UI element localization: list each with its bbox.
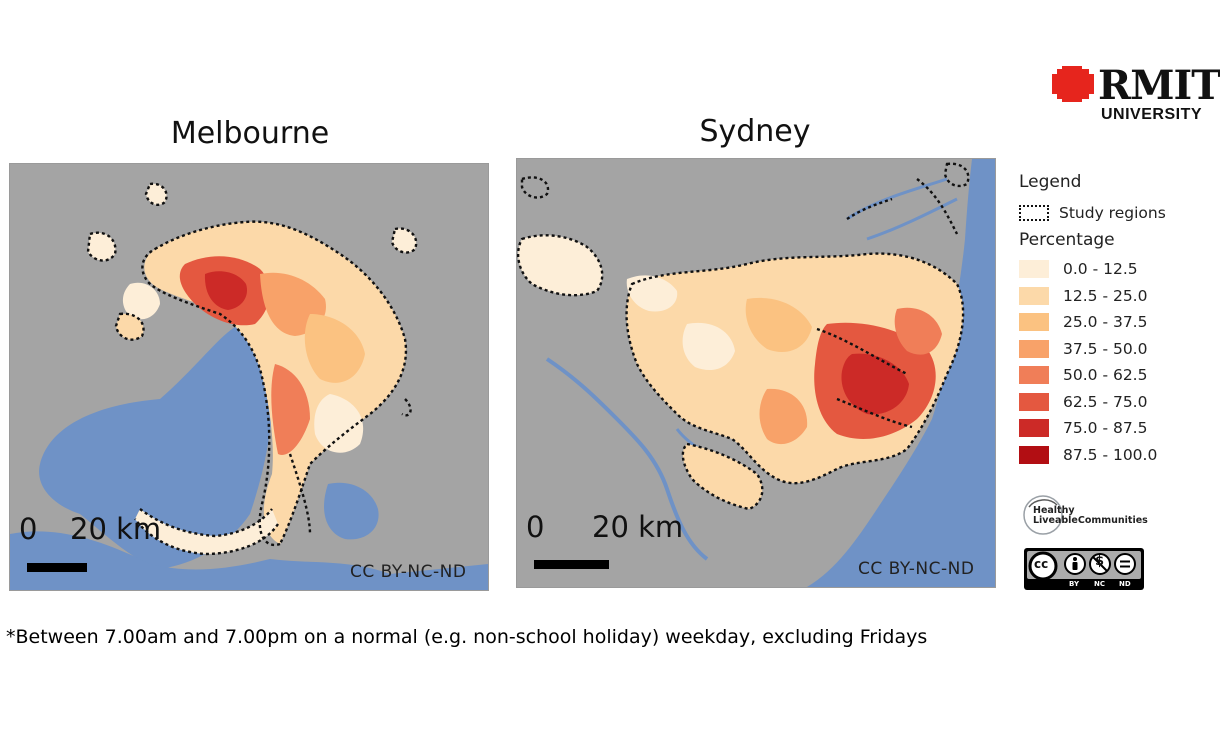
by-label: BY — [1069, 580, 1080, 588]
nd-label: ND — [1119, 580, 1131, 588]
rmit-logo: RMIT UNIVERSITY — [1052, 64, 1220, 124]
melbourne-attribution: CC BY-NC-ND — [350, 562, 467, 582]
hlc-line2: LiveableCommunities — [1033, 514, 1148, 526]
legend-class-label: 62.5 - 75.0 — [1063, 392, 1148, 411]
sydney-scale-bar — [534, 560, 609, 569]
hlc-text: Healthy LiveableCommunities — [1033, 506, 1148, 526]
legend-class-label: 12.5 - 25.0 — [1063, 286, 1148, 305]
melbourne-scale-zero: 0 — [19, 512, 38, 546]
legend-class-row: 37.5 - 50.0 — [1019, 336, 1214, 363]
legend-class-swatch — [1019, 392, 1049, 411]
percentage-title: Percentage — [1019, 230, 1115, 250]
sydney-scale-zero: 0 — [526, 510, 545, 544]
by-person-icon — [1064, 553, 1086, 575]
legend-class-swatch — [1019, 419, 1049, 438]
hlc-ring-icon — [1023, 495, 1063, 535]
hlc-logo: Healthy LiveableCommunities — [1021, 493, 1151, 537]
legend-class-label: 50.0 - 62.5 — [1063, 366, 1148, 385]
sydney-map-canvas — [517, 159, 995, 587]
legend-class-row: 75.0 - 87.5 — [1019, 415, 1214, 442]
legend-class-swatch — [1019, 445, 1049, 464]
legend-class-row: 12.5 - 25.0 — [1019, 283, 1214, 310]
legend-class-row: 62.5 - 75.0 — [1019, 389, 1214, 416]
legend-class-row: 87.5 - 100.0 — [1019, 442, 1214, 469]
legend-classes: 0.0 - 12.5 12.5 - 25.0 25.0 - 37.5 37.5 - 5… — [1019, 256, 1214, 468]
legend-study-regions: Study regions — [1019, 204, 1214, 222]
cc-icon-label: cc — [1034, 557, 1049, 571]
nc-label: NC — [1094, 580, 1105, 588]
legend-class-swatch — [1019, 313, 1049, 332]
nc-dollar-glyph: $ — [1095, 554, 1105, 569]
legend-class-swatch — [1019, 339, 1049, 358]
rmit-logo-subtitle: UNIVERSITY — [1101, 106, 1203, 123]
footnote: *Between 7.00am and 7.00pm on a normal (… — [6, 626, 928, 648]
sydney-title: Sydney — [699, 114, 811, 149]
legend-class-row: 50.0 - 62.5 — [1019, 362, 1214, 389]
sydney-map — [516, 158, 996, 588]
melbourne-map — [9, 163, 489, 591]
rmit-pixel-icon — [1052, 66, 1094, 102]
melbourne-scale-distance: 20 km — [70, 512, 162, 546]
melbourne-scale-bar — [27, 563, 87, 572]
rmit-logo-word: RMIT — [1098, 62, 1220, 109]
legend-class-swatch — [1019, 260, 1049, 279]
nc-dollar-icon — [1089, 553, 1111, 575]
legend-class-swatch — [1019, 366, 1049, 385]
legend-class-label: 87.5 - 100.0 — [1063, 445, 1158, 464]
nd-equals-icon — [1114, 553, 1136, 575]
legend-class-label: 25.0 - 37.5 — [1063, 313, 1148, 332]
legend-class-swatch — [1019, 286, 1049, 305]
legend-class-row: 0.0 - 12.5 — [1019, 256, 1214, 283]
sydney-scale-distance: 20 km — [592, 510, 684, 544]
cc-icon — [1028, 551, 1058, 581]
cc-license-badge: cc $ BY NC ND — [1024, 548, 1144, 590]
study-region-label: Study regions — [1059, 204, 1166, 222]
legend-class-label: 75.0 - 87.5 — [1063, 419, 1148, 438]
legend-class-row: 25.0 - 37.5 — [1019, 309, 1214, 336]
melbourne-title: Melbourne — [170, 116, 330, 151]
hlc-line1: Healthy — [1033, 505, 1075, 516]
study-region-swatch — [1019, 205, 1049, 221]
sydney-attribution: CC BY-NC-ND — [858, 559, 975, 579]
melbourne-map-canvas — [10, 164, 488, 590]
legend-title: Legend — [1019, 172, 1082, 192]
legend: Legend Study regions Percentage 0.0 - 12… — [1019, 172, 1214, 468]
legend-class-label: 37.5 - 50.0 — [1063, 339, 1148, 358]
legend-class-label: 0.0 - 12.5 — [1063, 260, 1138, 279]
